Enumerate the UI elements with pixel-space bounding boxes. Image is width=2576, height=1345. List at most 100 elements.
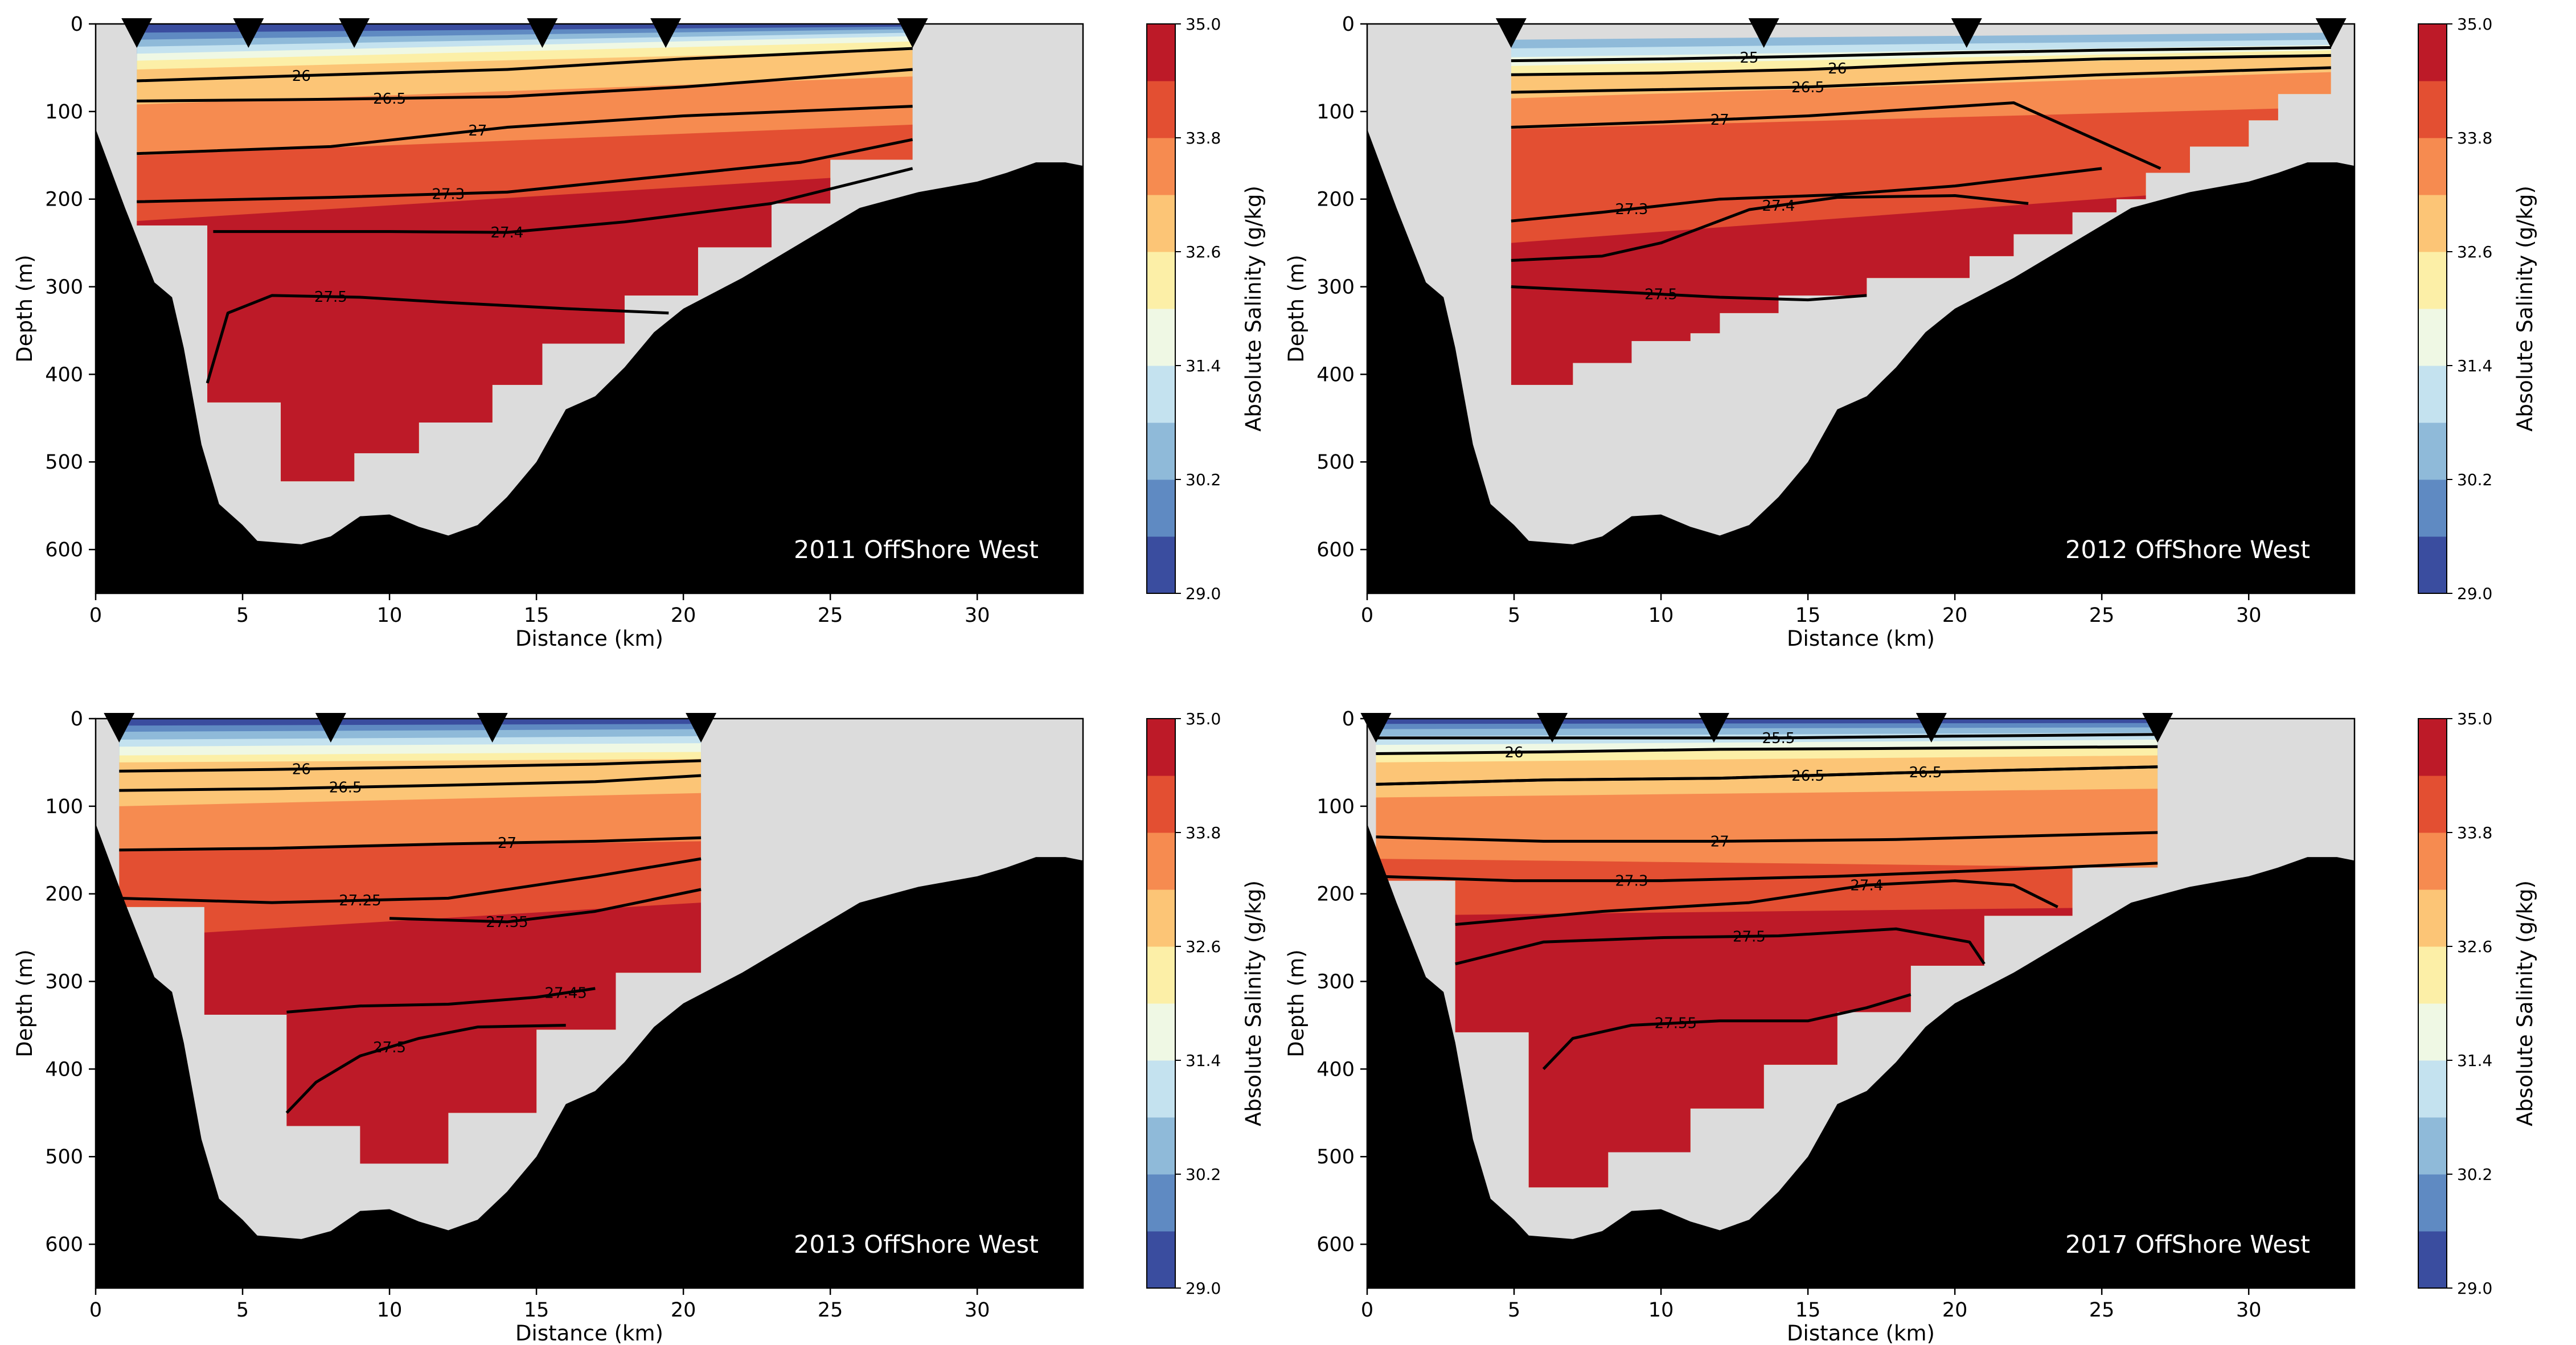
contour-label-2: 26.5 xyxy=(373,91,406,108)
x-tick-label-1: 0 xyxy=(1361,604,1373,627)
colorbar-tick-label-4: 32.6 xyxy=(2457,937,2492,956)
colorbar-tick-label-6: 35.0 xyxy=(1186,15,1221,34)
panel-title: 2012 OffShore West xyxy=(2065,536,2310,564)
colorbar-segment-5 xyxy=(1147,1003,1175,1061)
density-contour-5 xyxy=(213,167,913,234)
bathymetry-seafloor xyxy=(96,129,1083,594)
x-tick-label-4: 15 xyxy=(1795,604,1821,627)
x-tick-label-3: 10 xyxy=(377,604,403,627)
y-tick-label-6: 500 xyxy=(1316,451,1355,474)
density-contour-2 xyxy=(1376,745,2158,756)
station-marker-1 xyxy=(1360,713,1392,743)
contour-label-5: 27.3 xyxy=(1615,201,1648,218)
density-contour-1 xyxy=(137,47,913,83)
y-tick-label-3: 200 xyxy=(1316,883,1355,906)
x-tick-label-2: 5 xyxy=(236,604,249,627)
plot-frame xyxy=(1366,717,2356,1289)
colorbar-segment-3 xyxy=(1147,1117,1175,1175)
y-axis-label: Depth (m) xyxy=(1284,255,1308,362)
y-axis-label: Depth (m) xyxy=(13,255,37,362)
y-tick-label-2: 100 xyxy=(1316,101,1355,124)
x-tick-label-7: 30 xyxy=(965,604,990,627)
density-contour-7 xyxy=(1455,879,2058,926)
colorbar-segment-9 xyxy=(2418,776,2447,833)
y-tick-label-4: 300 xyxy=(1316,276,1355,299)
station-marker-4 xyxy=(2315,18,2347,48)
colorbar-frame xyxy=(1146,718,1176,1289)
colorbar-tick-label-1: 29.0 xyxy=(2457,584,2492,603)
density-contour-6 xyxy=(1511,194,2029,262)
density-contour-7 xyxy=(1511,285,1867,302)
x-tick-label-6: 25 xyxy=(818,604,843,627)
y-tick-label-5: 400 xyxy=(1316,363,1355,386)
station-marker-3 xyxy=(339,18,370,48)
x-axis-label: Distance (km) xyxy=(515,626,663,651)
panel-title: 2011 OffShore West xyxy=(794,536,1039,564)
y-tick-label-7: 600 xyxy=(45,539,83,561)
contour-label-9: 27.55 xyxy=(1655,1015,1697,1032)
density-contour-4 xyxy=(1376,765,2158,786)
colorbar-segment-8 xyxy=(2418,138,2447,195)
colorbar-segment-4 xyxy=(2418,1060,2447,1118)
panel-title: 2013 OffShore West xyxy=(794,1231,1039,1259)
x-tick-label-6: 25 xyxy=(818,1299,843,1322)
colorbar-tick-label-4: 32.6 xyxy=(2457,243,2492,261)
colorbar-segment-6 xyxy=(1147,946,1175,1004)
colorbar-tick-label-6: 35.0 xyxy=(1186,710,1221,728)
colorbar-tick-label-2: 30.2 xyxy=(2457,1165,2492,1184)
colorbar-segment-4 xyxy=(1147,366,1175,423)
colorbar-segment-1 xyxy=(1147,536,1175,594)
x-tick-label-1: 0 xyxy=(89,1299,102,1322)
colorbar-segment-7 xyxy=(2418,195,2447,252)
bathymetry-seafloor xyxy=(1367,823,2355,1288)
y-tick-label-7: 600 xyxy=(45,1233,83,1256)
density-contour-3 xyxy=(137,105,913,155)
colorbar-label: Absolute Salinity (g/kg) xyxy=(2513,186,2537,432)
x-tick-label-2: 5 xyxy=(1508,604,1520,627)
contour-label-6: 27.4 xyxy=(1762,198,1795,215)
contour-label-2: 26 xyxy=(1504,744,1523,761)
y-tick-label-5: 400 xyxy=(45,363,83,386)
y-tick-label-3: 200 xyxy=(45,188,83,211)
y-tick-label-7: 600 xyxy=(1316,1233,1355,1256)
colorbar-segment-1 xyxy=(1147,1231,1175,1289)
colorbar-tick-label-3: 31.4 xyxy=(1186,356,1221,375)
colorbar-segment-2 xyxy=(2418,1174,2447,1232)
x-tick-label-5: 20 xyxy=(671,604,696,627)
y-tick-label-4: 300 xyxy=(45,971,83,994)
contour-label-4: 27.25 xyxy=(339,892,381,909)
y-tick-label-2: 100 xyxy=(1316,795,1355,818)
density-contour-2 xyxy=(119,774,702,792)
colorbar-segment-9 xyxy=(1147,776,1175,833)
colorbar-segment-8 xyxy=(2418,833,2447,890)
y-tick-label-1: 0 xyxy=(71,708,83,731)
colorbar-segment-9 xyxy=(1147,81,1175,138)
plot-frame xyxy=(1366,23,2356,594)
colorbar-tick-label-3: 31.4 xyxy=(2457,1051,2492,1070)
colorbar-tick-label-4: 32.6 xyxy=(1186,243,1221,261)
station-marker-1 xyxy=(121,18,153,48)
contour-label-6: 27.3 xyxy=(1615,873,1648,890)
colorbar: 29.0 30.2 31.4 32.6 33.8 35.0 Absolute Salinit… xyxy=(1146,710,1266,1298)
colorbar-tick-label-2: 30.2 xyxy=(2457,470,2492,489)
density-contour-5 xyxy=(389,888,702,924)
colorbar-tick-label-5: 33.8 xyxy=(2457,129,2492,147)
contour-label-4: 27.3 xyxy=(432,186,465,203)
y-axis-label: Depth (m) xyxy=(13,949,37,1057)
colorbar-tick-label-1: 29.0 xyxy=(1186,584,1221,603)
contour-label-5: 27.4 xyxy=(491,224,524,241)
density-contour-4 xyxy=(1511,101,2161,170)
contour-label-7: 27.5 xyxy=(1644,286,1677,304)
y-tick-label-3: 200 xyxy=(45,883,83,906)
colorbar-segment-5 xyxy=(2418,1003,2447,1061)
colorbar-tick-label-4: 32.6 xyxy=(1186,937,1221,956)
density-contour-4 xyxy=(137,138,913,203)
colorbar: 29.0 30.2 31.4 32.6 33.8 35.0 Absolute Salinit… xyxy=(1146,15,1266,603)
station-marker-4 xyxy=(1915,713,1947,743)
colorbar-segment-8 xyxy=(1147,833,1175,890)
contour-label-2: 26 xyxy=(1828,60,1847,77)
colorbar-label: Absolute Salinity (g/kg) xyxy=(1241,880,1266,1126)
contour-label-6: 27.5 xyxy=(314,289,347,306)
